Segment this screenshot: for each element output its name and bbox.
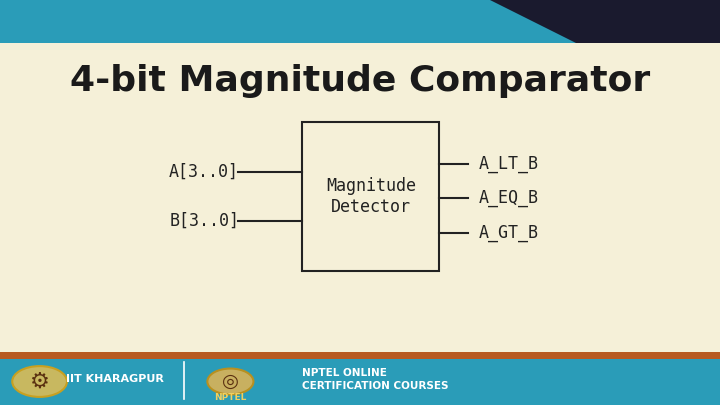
Text: A_EQ_B: A_EQ_B [479, 190, 539, 207]
Text: B[3..0]: B[3..0] [169, 212, 239, 230]
Text: NPTEL ONLINE
CERTIFICATION COURSES: NPTEL ONLINE CERTIFICATION COURSES [302, 368, 449, 391]
Circle shape [12, 366, 67, 397]
Text: A_GT_B: A_GT_B [479, 224, 539, 242]
Text: ⚙: ⚙ [30, 371, 50, 392]
Bar [0, 358, 720, 405]
Bar [0, 352, 720, 359]
Text: 4-bit Magnitude Comparator: 4-bit Magnitude Comparator [70, 64, 650, 98]
Text: ◎: ◎ [222, 372, 239, 391]
Bar [0, 0, 720, 43]
Text: A[3..0]: A[3..0] [169, 163, 239, 181]
Circle shape [207, 369, 253, 394]
Text: Magnitude
Detector: Magnitude Detector [325, 177, 416, 216]
Text: NPTEL: NPTEL [215, 393, 246, 402]
Text: A_LT_B: A_LT_B [479, 155, 539, 173]
Bar [302, 122, 439, 271]
Text: IIT KHARAGPUR: IIT KHARAGPUR [66, 375, 164, 384]
Polygon shape [490, 0, 720, 43]
